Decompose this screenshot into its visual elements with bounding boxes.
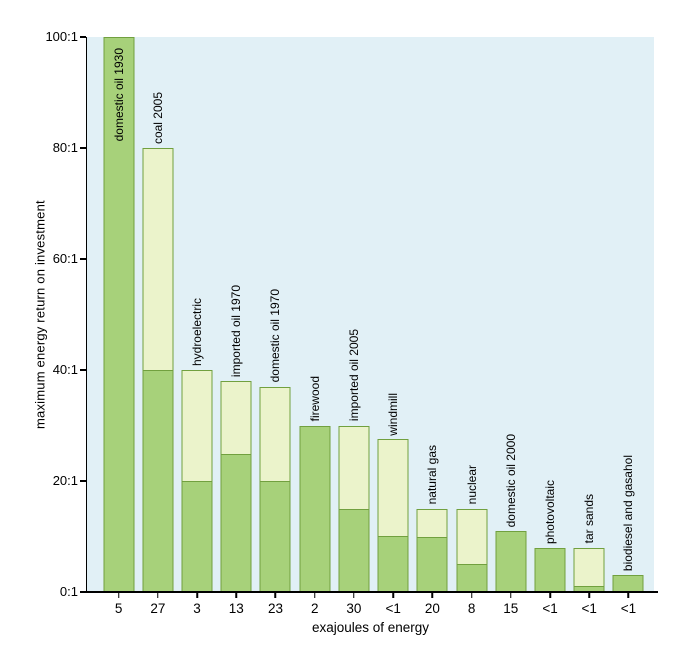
bar-slot-nuclear: nuclear 8 [452,37,491,616]
bar-slot-imported-oil-1970: imported oil 1970 13 [217,37,256,616]
bar-label: tar sands [582,494,597,544]
bar-min-segment [457,563,487,591]
x-tick-label-exajoules: 27 [150,601,166,616]
x-tick-label-exajoules: 30 [346,601,362,616]
x-tick [510,592,512,598]
y-tick-20-1 [80,480,86,482]
bar-label: domestic oil 1970 [268,289,283,383]
x-tick-label-exajoules: 3 [193,601,201,616]
bar [377,439,409,592]
x-tick-label-exajoules: <1 [581,601,597,616]
bar [142,148,174,592]
x-tick [157,592,159,598]
y-tick-label: 60:1 [52,251,78,266]
bar-min-segment [378,536,408,591]
y-axis-line [85,37,87,593]
x-tick [392,592,394,598]
x-tick [235,592,238,598]
bar-min-segment [221,453,251,591]
bar-label: biodiesel and gasahol [621,455,636,572]
bar [416,508,448,592]
x-tick [274,592,277,598]
bar-slot-domestic-oil-2000: domestic oil 2000 15 [491,37,530,616]
plot-area-background [87,37,654,592]
bar-label: windmill [386,392,401,436]
bar-label: firewood [307,376,322,422]
y-tick-100-1 [80,36,86,38]
x-tick [196,592,198,598]
bar-label: imported oil 2005 [346,329,361,422]
bar-min-segment [339,508,369,591]
x-tick-label-exajoules: 8 [467,601,476,616]
bar [338,425,370,592]
bar [220,381,252,592]
bar [495,530,527,592]
y-tick-40-1 [80,369,86,371]
bar-label: photovoltaic [543,479,558,544]
bar-label: natural gas [425,445,440,505]
y-tick-0-1 [80,591,86,593]
bar [456,508,488,592]
bar-slot-windmill: windmill <1 [374,37,413,616]
x-tick [353,592,355,598]
bar-min-segment [574,585,604,591]
y-tick-label: 20:1 [52,473,78,488]
bar-slot-hydroelectric: hydroelectric 3 [177,37,216,616]
bar-label: imported oil 1970 [229,285,244,378]
x-tick-label-exajoules: 13 [228,601,244,616]
x-tick-label-exajoules: <1 [620,601,637,616]
bar [181,370,213,592]
bar-label: nuclear [464,465,479,505]
bar [612,575,644,592]
bar-min-segment [260,481,290,591]
bar-slot-domestic-oil-1930: domestic oil 1930 5 [99,37,138,616]
bar-slot-coal-2005: coal 2005 27 [138,37,177,616]
x-tick-label-exajoules: 23 [267,601,283,616]
bar [299,425,331,592]
bar [534,547,566,592]
bars-container: domestic oil 1930 5 coal 2005 27 hydroelectr… [87,37,654,616]
y-tick-label: 0:1 [59,584,78,599]
y-tick-80-1 [80,147,86,149]
x-tick-label-exajoules: 15 [503,601,519,616]
x-tick [588,592,590,598]
bar-min-segment [143,370,173,591]
x-tick-label-exajoules: <1 [385,601,401,616]
x-tick [117,592,120,598]
bar-slot-photovoltaic: photovoltaic <1 [530,37,569,616]
x-tick-label-exajoules: 2 [310,601,319,616]
bar-slot-firewood: firewood 2 [295,37,334,616]
x-tick-label-exajoules: <1 [542,601,558,616]
x-tick-label-exajoules: 20 [424,601,440,616]
y-tick-60-1 [80,258,86,260]
bar-slot-imported-oil-2005: imported oil 2005 30 [334,37,373,616]
x-tick [313,592,316,598]
bar-slot-biodiesel-and-gasahol: biodiesel and gasahol <1 [609,37,648,616]
bar-slot-tar-sands: tar sands <1 [570,37,609,616]
bar-label: domestic oil 2000 [503,433,518,527]
bar-min-segment [417,536,447,591]
bar-label: hydroelectric [190,297,205,366]
bar-slot-domestic-oil-1970: domestic oil 1970 23 [256,37,295,616]
bar-label: coal 2005 [150,91,165,144]
bar [103,37,135,592]
y-tick-label: 80:1 [52,140,78,155]
y-axis-title: maximum energy return on investment [32,200,48,429]
x-tick [549,592,551,598]
y-tick-label: 100:1 [45,29,78,44]
x-tick-label-exajoules: 5 [114,601,123,616]
bar [573,547,605,592]
x-tick [431,592,434,598]
bar-min-segment [182,481,212,591]
x-axis-title: exajoules of energy [311,620,430,635]
y-tick-label: 40:1 [52,362,78,377]
bar-slot-natural-gas: natural gas 20 [413,37,452,616]
x-tick [470,592,473,598]
bar-label: domestic oil 1930 [111,48,126,142]
x-tick [627,592,630,598]
bar [259,386,291,592]
x-axis-line [84,591,658,593]
